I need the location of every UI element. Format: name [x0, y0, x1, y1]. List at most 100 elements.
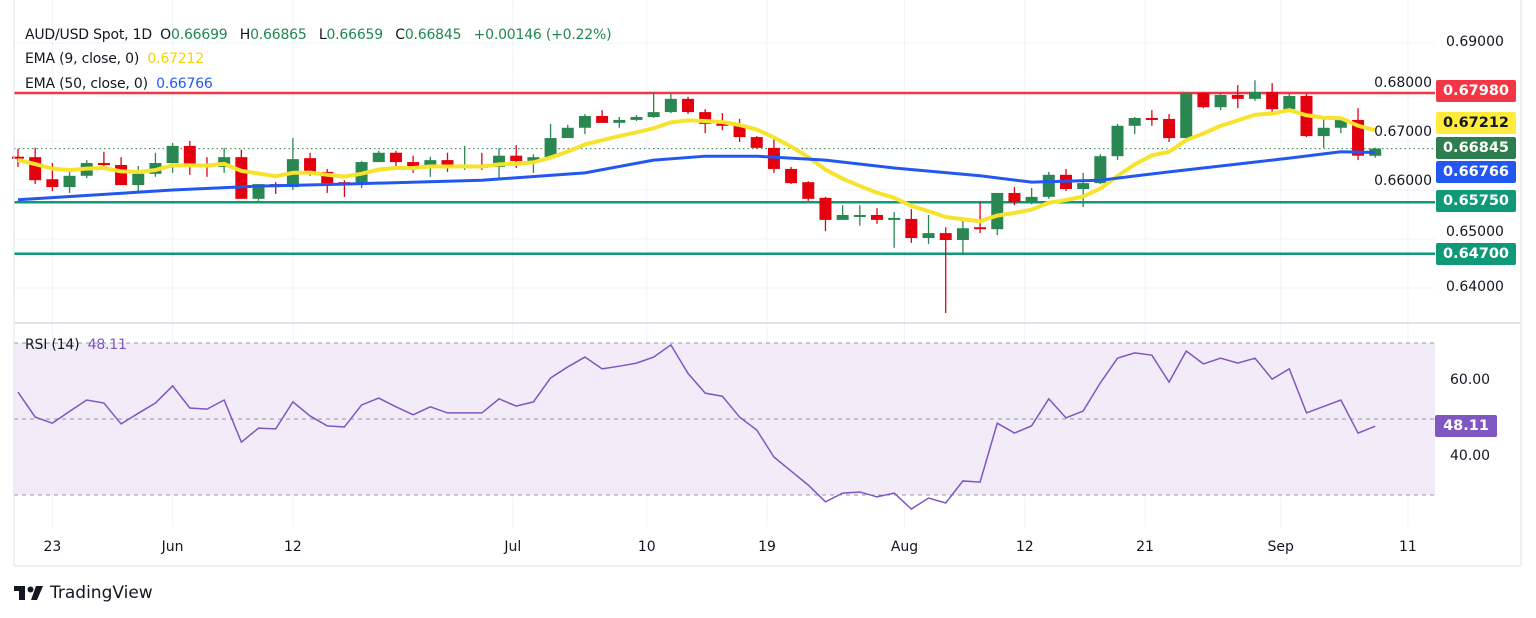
ema50-legend[interactable]: EMA (50, close, 0) 0.66766	[25, 76, 217, 92]
candle-up	[132, 173, 145, 186]
candle-down	[115, 165, 128, 186]
rsi-line	[17, 343, 1376, 511]
candle-down	[12, 156, 24, 159]
low-label: L	[318, 27, 327, 43]
candle-up	[493, 155, 506, 167]
price-tick-label: 0.66000	[1374, 173, 1432, 189]
candle-down	[1231, 94, 1244, 99]
rsi-indicator	[14, 342, 1435, 511]
candle-down	[699, 112, 712, 124]
symbol-title: AUD/USD Spot, 1D	[25, 27, 152, 43]
candle-down	[441, 160, 454, 167]
candle-up	[63, 175, 76, 188]
change-value: +0.00146 (+0.22%)	[473, 27, 612, 43]
time-tick-label: 12	[283, 539, 302, 555]
tradingview-logo-icon	[14, 586, 43, 600]
candle-down	[1266, 92, 1279, 110]
candle-up	[613, 119, 626, 123]
candle-up	[1094, 156, 1107, 184]
candle-down	[733, 125, 746, 138]
ema50-line	[17, 150, 1376, 202]
rsi-band	[14, 343, 1435, 495]
candle-down	[596, 116, 609, 123]
support1-price-badge: 0.65750	[1436, 190, 1516, 212]
rsi-label: RSI (14)	[25, 337, 80, 353]
ema9-legend[interactable]: EMA (9, close, 0) 0.67212	[25, 51, 208, 67]
candle-up	[424, 160, 437, 168]
high-label: H	[239, 27, 251, 43]
candles	[12, 80, 1382, 313]
candle-up	[561, 127, 574, 139]
candle-up	[1180, 92, 1193, 139]
candle-down	[939, 233, 952, 240]
ema50-label: EMA (50, close, 0)	[25, 76, 148, 92]
symbol-legend: AUD/USD Spot, 1D O0.66699 H0.66865 L0.66…	[25, 27, 615, 43]
time-tick-label: 21	[1136, 539, 1154, 555]
candle-up	[630, 116, 643, 120]
candle-down	[682, 98, 695, 113]
rsi-value: 48.11	[87, 337, 127, 353]
candle-up	[544, 138, 557, 158]
high-value: 0.66865	[250, 27, 307, 43]
price-tick-label: 0.64000	[1446, 279, 1504, 295]
candle-up	[1025, 196, 1038, 203]
price-tick-label: 0.69000	[1446, 34, 1504, 50]
horizontal-levels	[14, 91, 1435, 255]
candle-down	[407, 162, 420, 168]
candle-up	[1111, 125, 1124, 157]
rsi-tick-label: 60.00	[1450, 372, 1491, 388]
candle-down	[1145, 117, 1158, 120]
ema-lines	[17, 108, 1376, 224]
close-label: C	[395, 27, 405, 43]
time-tick-label: Jul	[504, 539, 522, 555]
candle-down	[750, 137, 763, 148]
candle-down	[802, 182, 815, 199]
time-tick-label: 10	[637, 539, 656, 555]
candle-up	[1317, 127, 1330, 137]
candle-down	[1352, 119, 1365, 156]
tradingview-wordmark: TradingView	[50, 583, 153, 603]
close-value: 0.66845	[404, 27, 462, 43]
candle-up	[527, 157, 540, 162]
candle-down	[819, 197, 832, 220]
ema50-price-badge: 0.66766	[1436, 161, 1516, 183]
candle-down	[974, 227, 987, 230]
candle-up	[1077, 183, 1090, 190]
candle-up	[647, 112, 660, 117]
time-tick-label: Aug	[890, 539, 919, 555]
candle-up	[166, 145, 179, 164]
ema9-label: EMA (9, close, 0)	[25, 51, 140, 67]
time-tick-label: Jun	[161, 539, 184, 555]
time-tick-label: Sep	[1267, 539, 1294, 555]
candle-up	[1214, 94, 1227, 108]
time-tick-label: 23	[43, 539, 62, 555]
candle-up	[1334, 119, 1347, 128]
price-tick-label: 0.68000	[1374, 75, 1432, 91]
price-tick-label: 0.67000	[1374, 124, 1432, 140]
open-label: O	[160, 27, 171, 43]
candle-down	[97, 163, 110, 166]
candle-up	[853, 214, 866, 217]
candle-up	[836, 214, 849, 220]
candle-up	[991, 192, 1004, 230]
rsi-legend[interactable]: RSI (14) 48.11	[25, 337, 131, 353]
rsi-value-badge: 48.11	[1435, 415, 1497, 437]
candle-up	[578, 116, 591, 128]
ema9-value: 0.67212	[147, 51, 204, 67]
candle-up	[956, 228, 969, 240]
candle-down	[785, 168, 798, 184]
resistance-price-badge: 0.67980	[1436, 80, 1516, 102]
candle-down	[389, 152, 402, 163]
candle-down	[1008, 192, 1021, 203]
low-value: 0.66659	[326, 27, 383, 43]
tradingview-logo[interactable]: TradingView	[14, 583, 153, 603]
time-tick-label: 11	[1398, 539, 1417, 555]
time-tick-label: 12	[1015, 539, 1034, 555]
candle-up	[1283, 95, 1296, 110]
candle-up	[664, 98, 677, 113]
ema9-price-badge: 0.67212	[1436, 112, 1516, 134]
candle-down	[321, 171, 334, 184]
candle-up	[1042, 174, 1055, 197]
candle-down	[183, 145, 196, 166]
